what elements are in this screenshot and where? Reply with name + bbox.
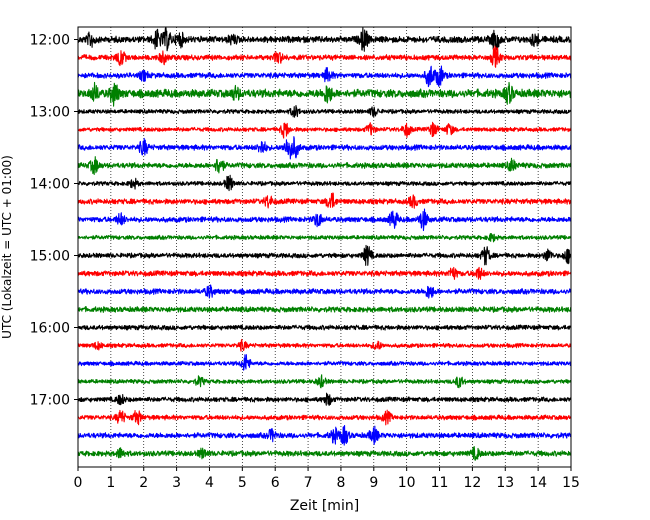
trace-1330 xyxy=(77,136,572,160)
trace-1300 xyxy=(77,105,572,118)
y-tick-label-1: 13:00 xyxy=(30,105,70,121)
trace-1530 xyxy=(77,284,572,299)
x-tick-label-2: 2 xyxy=(139,475,148,491)
x-tick-label-1: 1 xyxy=(106,475,115,491)
trace-1200 xyxy=(77,27,572,52)
x-tick-label-15: 15 xyxy=(562,475,580,491)
trace-1715 xyxy=(77,409,572,426)
x-tick-label-4: 4 xyxy=(205,475,214,491)
x-tick-label-5: 5 xyxy=(238,475,247,491)
trace-1215 xyxy=(77,45,572,68)
trace-1730 xyxy=(77,424,572,446)
x-tick-label-13: 13 xyxy=(496,475,514,491)
y-axis-ticks: 12:00 13:00 14:00 15:00 16:00 17:00 xyxy=(30,33,78,409)
trace-1645 xyxy=(77,374,572,389)
trace-1400 xyxy=(77,174,572,192)
x-tick-label-12: 12 xyxy=(463,475,481,491)
x-tick-label-6: 6 xyxy=(271,475,280,491)
y-tick-label-5: 17:00 xyxy=(30,393,70,409)
x-axis-label: Zeit [min] xyxy=(290,498,359,514)
trace-1315 xyxy=(77,121,572,139)
trace-1445 xyxy=(77,232,572,243)
y-tick-label-4: 16:00 xyxy=(30,321,70,337)
trace-1345 xyxy=(77,156,572,176)
x-tick-label-8: 8 xyxy=(336,475,345,491)
vertical-gridlines xyxy=(110,27,539,467)
trace-1545 xyxy=(77,306,572,313)
trace-1515 xyxy=(77,266,572,280)
x-tick-label-14: 14 xyxy=(529,475,547,491)
x-tick-label-10: 10 xyxy=(398,475,416,491)
plot-frame xyxy=(77,26,572,468)
x-tick-label-3: 3 xyxy=(172,475,181,491)
x-tick-label-11: 11 xyxy=(431,475,449,491)
trace-1245 xyxy=(77,81,572,107)
x-tick-label-0: 0 xyxy=(74,475,83,491)
trace-1430 xyxy=(77,208,572,232)
y-tick-label-3: 15:00 xyxy=(30,249,70,265)
seismogram-traces xyxy=(77,27,572,461)
trace-1500 xyxy=(77,244,572,266)
x-axis-ticks: 0 1 2 3 4 5 6 7 8 9 10 11 12 13 14 15 xyxy=(74,467,580,491)
trace-1415 xyxy=(77,192,572,209)
y-tick-label-0: 12:00 xyxy=(30,33,70,49)
x-tick-label-9: 9 xyxy=(369,475,378,491)
trace-1745 xyxy=(77,446,572,461)
x-tick-label-7: 7 xyxy=(304,475,313,491)
trace-1230 xyxy=(77,65,572,88)
y-tick-label-2: 14:00 xyxy=(30,177,70,193)
trace-1630 xyxy=(77,354,572,371)
trace-1615 xyxy=(77,338,572,352)
trace-1700 xyxy=(77,392,572,406)
trace-1600 xyxy=(77,324,572,331)
y-axis-label: UTC (Lokalzeit = UTC + 01:00) xyxy=(0,155,14,339)
